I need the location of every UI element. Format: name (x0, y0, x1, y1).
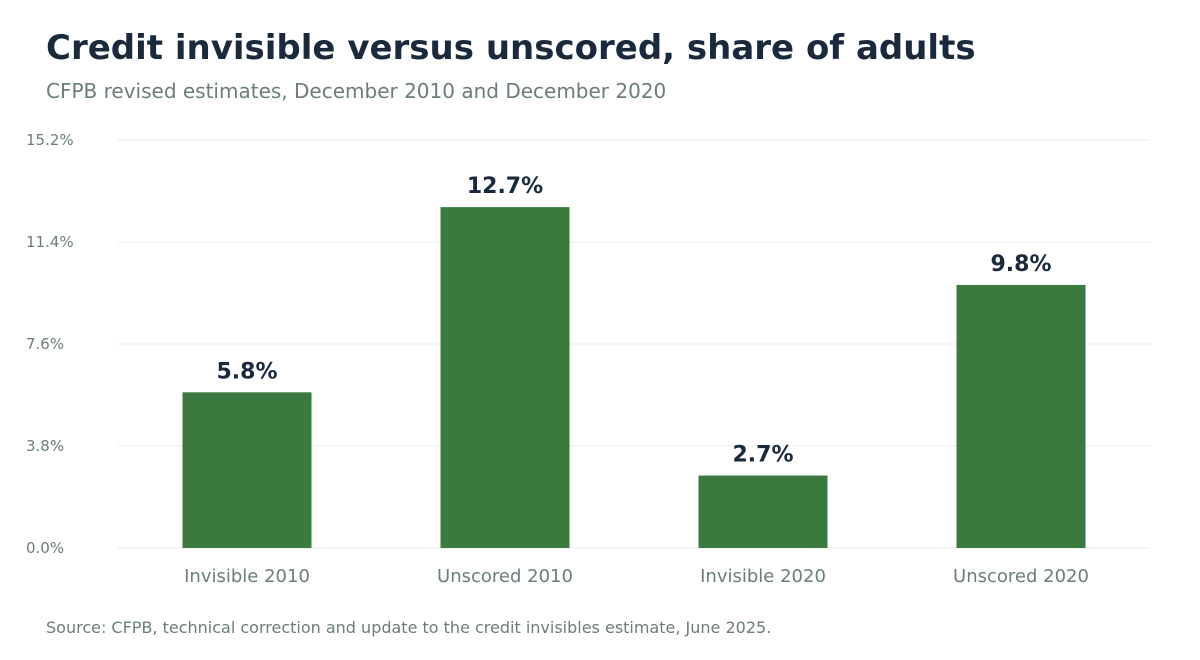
bars (182, 207, 1086, 548)
chart-subtitle: CFPB revised estimates, December 2010 an… (46, 79, 667, 103)
bar (182, 392, 312, 548)
bar-value-label: 12.7% (467, 174, 543, 199)
y-tick-label: 11.4% (26, 233, 74, 251)
y-tick-label: 7.6% (26, 335, 64, 353)
value-labels: 5.8% 12.7% 2.7% 9.8% (216, 174, 1051, 467)
category-label: Unscored 2020 (953, 566, 1089, 587)
category-label: Invisible 2010 (184, 566, 310, 587)
y-tick-label: 3.8% (26, 437, 64, 455)
bar-value-label: 5.8% (216, 359, 277, 384)
source-note: Source: CFPB, technical correction and u… (46, 618, 772, 637)
chart-title: Credit invisible versus unscored, share … (46, 28, 976, 68)
bar (698, 475, 828, 548)
category-labels: Invisible 2010 Unscored 2010 Invisible 202… (184, 566, 1089, 587)
bar (440, 207, 570, 548)
y-axis-ticks: 0.0% 3.8% 7.6% 11.4% 15.2% (26, 131, 74, 557)
category-label: Unscored 2010 (437, 566, 573, 587)
bar-value-label: 2.7% (732, 443, 793, 468)
bar-value-label: 9.8% (990, 252, 1051, 277)
y-tick-label: 0.0% (26, 539, 64, 557)
y-tick-label: 15.2% (26, 131, 74, 149)
bar (956, 284, 1086, 548)
category-label: Invisible 2020 (700, 566, 826, 587)
